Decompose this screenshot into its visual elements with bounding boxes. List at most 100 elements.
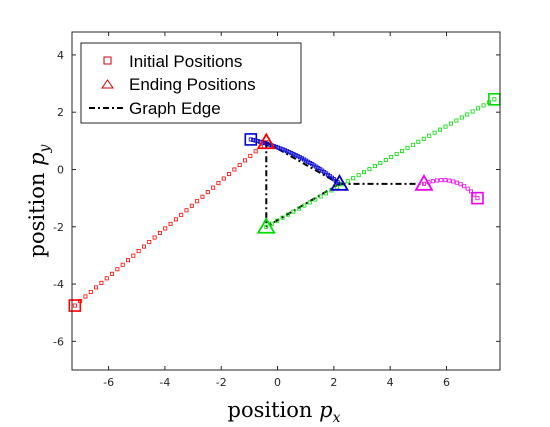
trajectory-point-0 (253, 149, 258, 154)
trajectory-point-3 (439, 178, 444, 183)
legend-box (80, 42, 302, 124)
trajectory-point-2 (432, 130, 437, 135)
trajectory-point-1 (248, 137, 253, 142)
trajectory-point-0 (163, 226, 168, 231)
trajectory-point-2 (302, 203, 307, 208)
trajectory-point-3 (421, 181, 426, 186)
trajectory-point-0 (83, 294, 88, 299)
trajectory-point-0 (243, 158, 248, 163)
ending-position-marker-3 (414, 173, 434, 191)
trajectory-point-0 (110, 271, 115, 276)
y-tick-label: 0 (57, 163, 64, 176)
trajectory-point-0 (168, 221, 173, 226)
trajectory-point-2 (296, 206, 301, 211)
trajectory-point-1 (282, 148, 287, 153)
x-tick-label: 2 (330, 376, 337, 389)
legend-label-ending: Ending Positions (129, 75, 256, 94)
trajectory-point-1 (280, 147, 285, 152)
trajectory-point-3 (454, 180, 459, 185)
trajectory-point-2 (362, 170, 367, 175)
ending-position-marker-1 (329, 173, 350, 191)
x-axis-title: position px (228, 398, 341, 426)
legend-square-marker (103, 56, 112, 65)
trajectory-point-2 (356, 173, 361, 178)
trajectory-point-1 (262, 141, 267, 146)
trajectory-point-2 (280, 215, 285, 220)
trajectory-point-0 (237, 162, 242, 167)
axis-ticks: -6 -4 -2 0 2 4 6 -6 -4 -2 0 2 4 (53, 32, 500, 389)
trajectory-point-1 (297, 155, 302, 160)
trajectory-point-0 (152, 235, 157, 240)
trajectory-point-2 (313, 197, 318, 202)
trajectory-point-2 (291, 209, 296, 214)
trajectory-point-2 (459, 115, 464, 120)
trajectory-point-3 (443, 178, 448, 183)
trajectory-point-0 (99, 280, 104, 285)
trajectory-point-0 (195, 199, 200, 204)
y-tick-label: -2 (53, 221, 64, 234)
trajectory-point-2 (448, 121, 453, 126)
trajectory-point-0 (179, 212, 184, 217)
trajectory-point-0 (184, 208, 189, 213)
y-tick-label: 4 (57, 49, 64, 62)
trajectory-point-1 (293, 153, 298, 158)
legend: Initial Positions Ending Positions Graph… (80, 42, 302, 124)
x-tick-label: -4 (159, 376, 170, 389)
trajectory-point-0 (157, 230, 162, 235)
y-tick-label: -6 (53, 335, 64, 348)
trajectory-point-0 (147, 240, 152, 245)
trajectory-point-2 (443, 124, 448, 129)
trajectory-point-3 (435, 178, 440, 183)
trajectory-point-2 (394, 151, 399, 156)
trajectory-point-2 (454, 118, 459, 123)
trajectory-point-0 (227, 172, 232, 177)
initial-position-marker-0 (68, 299, 82, 312)
trajectories (72, 97, 497, 308)
trajectory-point-0 (115, 267, 120, 272)
trajectory-point-1 (267, 142, 272, 147)
trajectory-point-2 (400, 148, 405, 153)
trajectory-point-2 (351, 176, 356, 181)
trajectory-point-3 (447, 178, 452, 183)
trajectory-point-0 (141, 244, 146, 249)
x-tick-label: 0 (274, 376, 281, 389)
x-tick-label: 6 (443, 376, 450, 389)
trajectory-point-0 (211, 185, 216, 190)
trajectory-point-2 (427, 133, 432, 138)
trajectory-point-0 (173, 217, 178, 222)
trajectory-point-1 (289, 151, 294, 156)
trajectory-point-0 (88, 289, 93, 294)
trajectory-point-3 (430, 179, 435, 184)
trajectory-point-2 (383, 158, 388, 163)
trajectory-point-0 (72, 303, 77, 308)
y-axis-title: position py (25, 143, 53, 257)
trajectory-point-0 (200, 194, 205, 199)
trajectory-point-2 (476, 106, 481, 111)
legend-label-initial: Initial Positions (129, 52, 242, 71)
trajectory-point-1 (285, 149, 290, 154)
trajectory-point-0 (216, 181, 221, 186)
trajectory-point-1 (251, 137, 256, 142)
trajectory-point-2 (421, 136, 426, 141)
trajectory-point-2 (410, 142, 415, 147)
trajectory-point-2 (378, 161, 383, 166)
trajectory-point-1 (299, 156, 304, 161)
trajectory-point-2 (405, 145, 410, 150)
trajectory-point-0 (221, 176, 226, 181)
trajectory-point-2 (372, 164, 377, 169)
trajectory-point-2 (438, 127, 443, 132)
trajectory-point-2 (275, 218, 280, 223)
trajectory-point-3 (469, 189, 474, 194)
trajectory-point-2 (389, 154, 394, 159)
trajectory-point-0 (120, 262, 125, 267)
trajectory-point-1 (265, 141, 270, 146)
trajectory-point-2 (492, 97, 497, 102)
trajectory-point-0 (189, 203, 194, 208)
trajectory-point-2 (324, 191, 329, 196)
trajectory-point-0 (248, 153, 253, 158)
trajectory-point-2 (481, 103, 486, 108)
ending-position-marker-2 (256, 216, 276, 234)
x-tick-label: -2 (216, 376, 227, 389)
trajectory-point-2 (318, 194, 323, 199)
trajectory-point-2 (307, 200, 312, 205)
